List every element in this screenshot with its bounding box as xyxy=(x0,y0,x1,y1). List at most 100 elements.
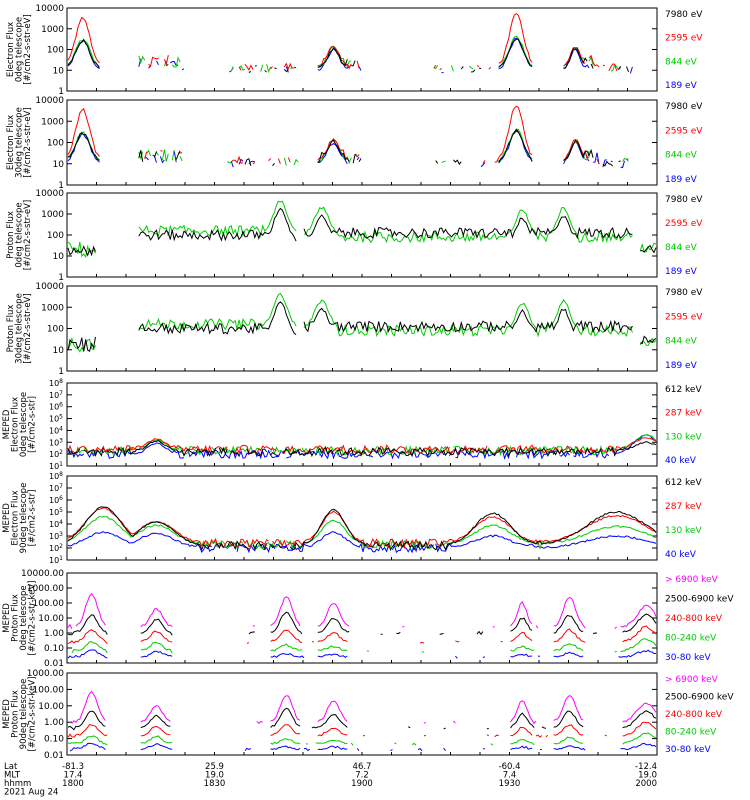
y-axis-label: [#/cm2-s-str-eV] xyxy=(23,14,33,84)
y-tick-label: 10000 xyxy=(35,282,64,292)
y-tick-label: 1.00 xyxy=(44,718,64,728)
y-tick-label: 105 xyxy=(49,413,63,424)
y-tick-label: 10000 xyxy=(35,189,64,199)
legend-entry: 189 eV xyxy=(665,175,698,185)
y-tick-label: 104 xyxy=(49,425,63,436)
y-axis-label: [#/cm2-s-str] xyxy=(28,396,38,453)
y-tick-label: 0.01 xyxy=(44,659,64,669)
legend-entry: 287 keV xyxy=(665,502,702,512)
y-axis-label: 0deg telescope xyxy=(19,585,29,650)
series-trace xyxy=(67,38,629,73)
series-trace xyxy=(67,625,657,645)
plot-frame xyxy=(66,7,658,92)
legend-entry: 189 eV xyxy=(665,81,698,91)
x-tick-mlt: 7.4 xyxy=(503,771,517,781)
y-tick-label: 10 xyxy=(53,346,65,356)
x-tick-lat: 46.7 xyxy=(353,762,372,772)
legend-entry: 2500-6900 keV xyxy=(665,595,734,605)
y-tick-label: 100 xyxy=(47,231,64,241)
series-trace xyxy=(67,439,657,458)
series-trace xyxy=(67,292,657,353)
y-axis-label: Proton Flux xyxy=(11,594,21,642)
series-trace xyxy=(71,690,657,725)
y-tick-label: 1 xyxy=(58,181,64,191)
x-tick-hhmm: 2000 xyxy=(635,779,657,789)
series-trace xyxy=(67,200,657,259)
y-axis-label: 30deg telescope xyxy=(15,293,25,364)
y-axis-label: Electron Flux xyxy=(11,490,21,545)
y-tick-label: 10 xyxy=(53,160,65,170)
series-trace xyxy=(67,207,657,257)
series-trace xyxy=(67,611,657,636)
x-tick-lat: -12.4 xyxy=(635,762,657,772)
y-tick-label: 10.00 xyxy=(38,614,64,624)
x-tick-mlt: 7.2 xyxy=(355,771,369,781)
y-tick-label: 10 xyxy=(53,252,65,262)
series-trace xyxy=(67,732,656,746)
y-axis-label: 0deg telescope xyxy=(15,202,25,267)
y-axis-label: [#/cm2-s-str-eV] xyxy=(23,107,33,177)
plot-frame xyxy=(66,285,658,372)
legend-entry: 2595 eV xyxy=(665,34,703,44)
legend-entry: 130 keV xyxy=(665,432,702,442)
y-tick-label: 1000 xyxy=(41,117,64,127)
y-axis-label: Electron Flux xyxy=(6,115,16,170)
x-row-label: MLT xyxy=(4,771,21,781)
y-axis-label: Electron Flux xyxy=(6,22,16,77)
series-trace xyxy=(67,721,657,738)
legend-entry: 2595 eV xyxy=(665,312,703,322)
plot-frame xyxy=(66,672,658,756)
y-tick-label: 106 xyxy=(49,401,63,412)
y-tick-label: 1 xyxy=(58,367,64,377)
y-tick-label: 108 xyxy=(49,378,63,389)
legend-entry: 240-800 keV xyxy=(665,710,723,720)
y-tick-label: 1.00 xyxy=(44,629,64,639)
y-axis-label: [#/cm2-s-str-keV] xyxy=(28,581,38,656)
series-trace xyxy=(67,592,657,630)
y-tick-label: 1000.00 xyxy=(27,584,64,594)
y-tick-label: 108 xyxy=(49,471,63,482)
y-axis-label: MEPED xyxy=(2,603,12,633)
legend-entry: 2500-6900 keV xyxy=(665,693,734,703)
legend-entry: 7980 eV xyxy=(665,10,703,20)
date-label: 2021 Aug 24 xyxy=(4,788,58,798)
legend-entry: 612 keV xyxy=(665,385,702,395)
y-tick-label: 107 xyxy=(49,483,63,494)
legend-entry: 844 eV xyxy=(665,151,698,161)
y-axis-label: MEPED xyxy=(2,699,12,729)
y-tick-label: 1 xyxy=(58,273,64,283)
x-tick-lat: 25.9 xyxy=(205,762,224,772)
legend-entry: 80-240 keV xyxy=(665,634,717,644)
series-trace xyxy=(67,301,657,352)
legend-entry: 189 eV xyxy=(665,267,698,277)
legend-entry: > 6900 keV xyxy=(665,675,719,685)
panel-meped-proton-0deg: 0.01 0.10 1.00 10.00 100.00 1000.00 10000.00 ME… xyxy=(2,569,734,669)
y-axis-label: [#/cm2-s-str-eV] xyxy=(23,293,33,363)
legend-entry: 7980 eV xyxy=(665,102,703,112)
y-tick-label: 107 xyxy=(49,389,63,400)
series-trace xyxy=(67,506,657,551)
legend-entry: 844 eV xyxy=(665,57,698,67)
y-tick-label: 10 xyxy=(53,66,65,76)
y-axis-label: [#/cm2-s-str] xyxy=(28,490,38,547)
x-tick-lat: -60.4 xyxy=(499,762,521,772)
series-trace xyxy=(69,742,657,752)
legend-entry: 130 keV xyxy=(665,526,702,536)
series-trace xyxy=(68,129,629,166)
x-row-label: hhmm xyxy=(4,779,31,789)
y-tick-label: 100 xyxy=(47,139,64,149)
x-tick-lat: -81.3 xyxy=(62,762,84,772)
y-tick-label: 1000 xyxy=(41,25,64,35)
legend-entry: 7980 eV xyxy=(665,195,703,205)
legend-entry: 844 eV xyxy=(665,337,698,347)
legend-entry: 7980 eV xyxy=(665,288,703,298)
series-trace xyxy=(67,37,633,74)
legend-entry: 844 eV xyxy=(665,243,698,253)
y-tick-label: 100.00 xyxy=(33,599,65,609)
y-tick-label: 10.00 xyxy=(38,702,64,712)
legend-entry: 240-800 keV xyxy=(665,614,723,624)
